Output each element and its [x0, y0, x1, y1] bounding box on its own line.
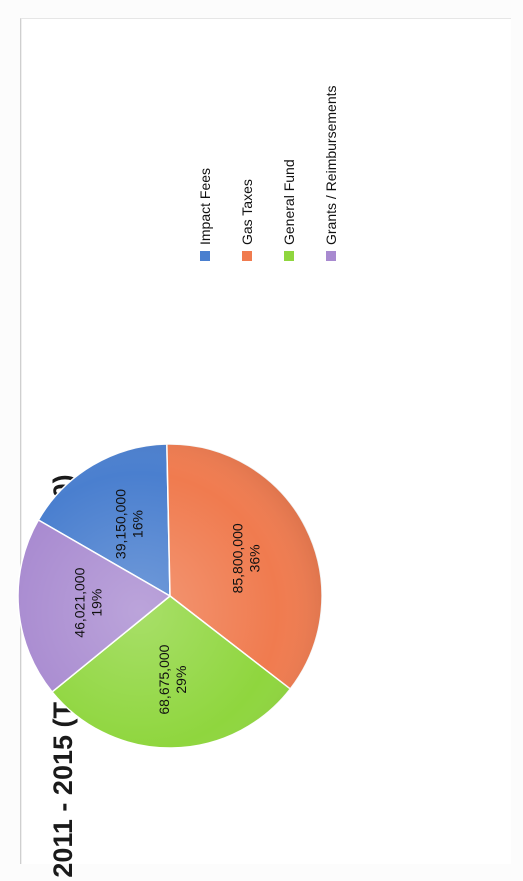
pie-slices — [17, 443, 323, 749]
legend-swatch-grants-reimbursements — [326, 251, 336, 261]
slice-label-impact-fees: 39,150,00016% — [112, 489, 145, 559]
slice-label-grants-reimbursements: 46,021,00019% — [72, 567, 105, 637]
legend-swatch-gas-taxes — [242, 251, 252, 261]
legend: Impact Fees Gas Taxes General Fund Grants /… — [197, 86, 339, 261]
slice-label-general-fund: 68,675,00029% — [156, 644, 189, 714]
legend-swatch-general-fund — [284, 251, 294, 261]
pie-shading — [18, 444, 322, 748]
legend-label-gas-taxes: Gas Taxes — [239, 179, 255, 245]
legend-label-grants-reimbursements: Grants / Reimbursements — [323, 86, 339, 246]
legend-swatch-impact-fees — [200, 251, 210, 261]
legend-label-general-fund: General Fund — [281, 159, 297, 245]
slice-label-gas-taxes: 85,800,00036% — [230, 523, 263, 593]
slice-labels: 39,150,00016% 85,800,00036% 68,675,00029% 4… — [72, 489, 263, 715]
legend-label-impact-fees: Impact Fees — [197, 168, 213, 245]
